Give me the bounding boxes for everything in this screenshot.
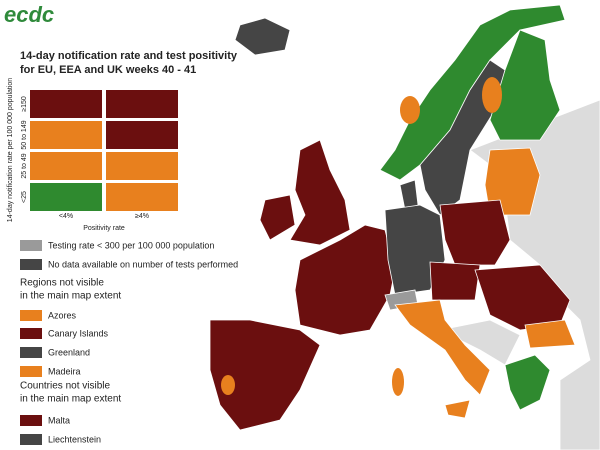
matrix-cell <box>30 152 102 180</box>
legend-swatch <box>20 415 42 426</box>
bulgaria <box>524 319 576 349</box>
matrix-cell <box>30 121 102 149</box>
row-label: <25 <box>21 191 28 203</box>
matrix-cell <box>30 183 102 211</box>
region <box>221 375 235 395</box>
legend-label: No data available on number of tests per… <box>48 259 238 269</box>
section-title: Countries not visible <box>20 381 110 392</box>
matrix-cell <box>30 90 102 118</box>
balkans <box>438 319 521 366</box>
sicily <box>444 399 471 419</box>
matrix-cell <box>106 152 178 180</box>
legend-swatch <box>20 259 42 270</box>
baltics <box>484 147 541 216</box>
finland <box>489 29 561 141</box>
legend-swatch <box>20 366 42 377</box>
row-label: ≥150 <box>21 96 28 112</box>
logo: ecdc <box>4 2 54 27</box>
poland <box>439 199 511 266</box>
matrix-cell <box>106 121 178 149</box>
matrix-y-label: 14-day notification rate per 100 000 pop… <box>7 78 14 222</box>
map <box>209 4 600 450</box>
legend-label: Liechtenstein <box>48 434 101 444</box>
title-line: for EU, EEA and UK weeks 40 - 41 <box>20 64 196 76</box>
column-label: ≥4% <box>135 213 149 220</box>
legend-swatch <box>20 310 42 321</box>
row-label: 50 to 149 <box>21 120 28 149</box>
legend-panel: ecdc 14-day notification rate and test p… <box>4 2 238 445</box>
legend-swatch <box>20 434 42 445</box>
legend-label: Azores <box>48 310 77 320</box>
row-label: 25 to 49 <box>21 153 28 178</box>
sardinia <box>392 368 404 396</box>
italy <box>394 299 491 396</box>
iceland <box>234 17 291 56</box>
ireland <box>259 194 296 241</box>
matrix-x-label: Positivity rate <box>83 225 125 232</box>
legend-label: Greenland <box>48 347 90 357</box>
section-title: in the main map extent <box>20 394 121 405</box>
region <box>482 77 502 113</box>
uk <box>289 139 351 246</box>
legend-swatch <box>20 347 42 358</box>
iberia <box>209 319 321 431</box>
section-title: in the main map extent <box>20 291 121 302</box>
legend-swatch <box>20 240 42 251</box>
region <box>400 96 420 124</box>
legend-label: Testing rate < 300 per 100 000 populatio… <box>48 240 214 250</box>
section-title: Regions not visible <box>20 278 104 289</box>
column-label: <4% <box>59 213 73 220</box>
matrix-cell <box>106 90 178 118</box>
legend-swatch <box>20 328 42 339</box>
legend-label: Malta <box>48 415 70 425</box>
central-europe <box>429 261 481 301</box>
greece <box>504 354 551 411</box>
title-line: 14-day notification rate and test positi… <box>20 50 238 62</box>
legend-label: Madeira <box>48 366 81 376</box>
legend-label: Canary Islands <box>48 328 109 338</box>
matrix-cell <box>106 183 178 211</box>
